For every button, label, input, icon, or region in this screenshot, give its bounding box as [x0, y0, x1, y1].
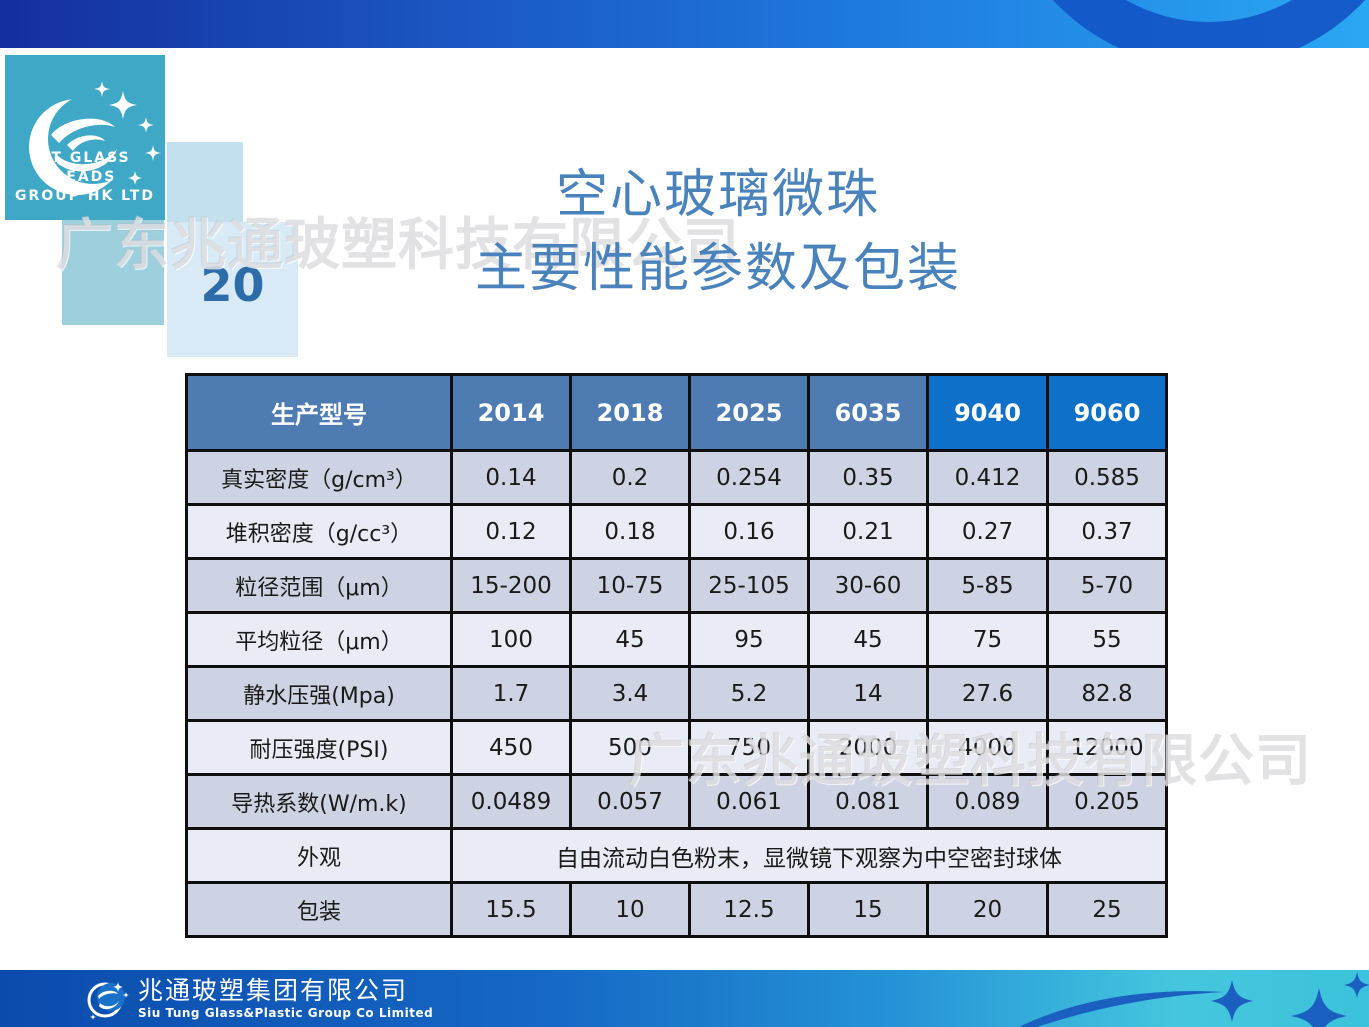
table-cell: 2000: [807, 719, 929, 776]
table-cell: 45: [807, 611, 929, 668]
table-row: 粒径范围（μm） 15-200 10-75 25-105 30-60 5-85 …: [185, 557, 1168, 614]
table-cell: 25-105: [688, 557, 810, 614]
table-header-row: 生产型号 2014 2018 2025 6035 9040 9060: [185, 373, 1168, 452]
table-cell: 27.6: [926, 665, 1049, 722]
table-cell: 30-60: [807, 557, 929, 614]
table-cell: 5-70: [1046, 557, 1168, 614]
table-cell: 750: [688, 719, 810, 776]
table-cell: 5-85: [926, 557, 1049, 614]
footer-logo-icon: [87, 982, 129, 1020]
header-model-6035: 6035: [807, 373, 929, 452]
row-label: 堆积密度（g/cc³）: [185, 503, 453, 560]
logo-text: ST GLASS BEADS GROUP HK LTD: [5, 149, 165, 206]
table-row: 耐压强度(PSI) 450 500 750 2000 4000 12000: [185, 719, 1168, 776]
logo-text-line1: ST GLASS BEADS: [39, 150, 131, 185]
table-cell: 500: [569, 719, 691, 776]
table-cell: 0.16: [688, 503, 810, 560]
table-cell: 0.254: [688, 449, 810, 506]
swoosh-icon: [1053, 0, 1365, 48]
footer-banner: 兆通玻塑集团有限公司 Siu Tung Glass&Plastic Group …: [0, 970, 1369, 1027]
decor-square-teal: [62, 220, 164, 325]
table-cell: 0.37: [1046, 503, 1168, 560]
header-model-2018: 2018: [569, 373, 691, 452]
footer-company-en: Siu Tung Glass&Plastic Group Co Limited: [138, 1006, 434, 1020]
table-row: 平均粒径（μm） 100 45 95 45 75 55: [185, 611, 1168, 668]
table-row: 静水压强(Mpa) 1.7 3.4 5.2 14 27.6 82.8: [185, 665, 1168, 722]
table-cell: 0.12: [450, 503, 572, 560]
table-cell: 15-200: [450, 557, 572, 614]
table-row: 真实密度（g/cm³） 0.14 0.2 0.254 0.35 0.412 0.…: [185, 449, 1168, 506]
table-cell: 45: [569, 611, 691, 668]
table-cell: 5.2: [688, 665, 810, 722]
table-cell: 0.21: [807, 503, 929, 560]
slide-title: 空心玻璃微珠 主要性能参数及包装: [418, 158, 1018, 306]
row-label: 导热系数(W/m.k): [185, 773, 453, 830]
row-label: 粒径范围（μm）: [185, 557, 453, 614]
row-label: 真实密度（g/cm³）: [185, 449, 453, 506]
table-cell: 10-75: [569, 557, 691, 614]
table-row: 包装 15.5 10 12.5 15 20 25: [185, 881, 1168, 938]
table-cell: 3.4: [569, 665, 691, 722]
table-cell: 0.081: [807, 773, 929, 830]
decor-square-pale-large: [167, 222, 298, 357]
table-cell: 20: [926, 881, 1049, 938]
table-cell: 0.089: [926, 773, 1049, 830]
header-model-2025: 2025: [688, 373, 810, 452]
table-cell: 55: [1046, 611, 1168, 668]
table-cell: 450: [450, 719, 572, 776]
table-row: 导热系数(W/m.k) 0.0489 0.057 0.061 0.081 0.0…: [185, 773, 1168, 830]
table-cell: 15: [807, 881, 929, 938]
table-cell: 0.205: [1046, 773, 1168, 830]
table-cell: 0.35: [807, 449, 929, 506]
table-cell: 12000: [1046, 719, 1168, 776]
header-model-2014: 2014: [450, 373, 572, 452]
row-label: 包装: [185, 881, 453, 938]
table-cell: 25: [1046, 881, 1168, 938]
table-cell: 0.061: [688, 773, 810, 830]
table-cell: 14: [807, 665, 929, 722]
table-cell: 95: [688, 611, 810, 668]
slide-title-line1: 空心玻璃微珠: [555, 165, 880, 225]
table-row: 外观 自由流动白色粉末，显微镜下观察为中空密封球体: [185, 827, 1168, 884]
table-cell: 1.7: [450, 665, 572, 722]
header-model-9040: 9040: [926, 373, 1049, 452]
sparkles-icon: [1019, 972, 1369, 1027]
slide-title-line2: 主要性能参数及包装: [474, 239, 961, 299]
spec-table: 生产型号 2014 2018 2025 6035 9040 9060 真实密度（…: [185, 373, 1168, 938]
table-cell: 75: [926, 611, 1049, 668]
row-label: 外观: [185, 827, 453, 884]
table-cell: 0.27: [926, 503, 1049, 560]
row-label: 平均粒径（μm）: [185, 611, 453, 668]
table-cell: 0.585: [1046, 449, 1168, 506]
footer-company-cn: 兆通玻塑集团有限公司: [138, 976, 409, 1005]
table-cell: 0.2: [569, 449, 691, 506]
table-cell: 0.0489: [450, 773, 572, 830]
table-cell: 0.14: [450, 449, 572, 506]
appearance-description-cell: 自由流动白色粉末，显微镜下观察为中空密封球体: [450, 827, 1168, 884]
table-row: 堆积密度（g/cc³） 0.12 0.18 0.16 0.21 0.27 0.3…: [185, 503, 1168, 560]
table-cell: 15.5: [450, 881, 572, 938]
row-label: 静水压强(Mpa): [185, 665, 453, 722]
logo-text-line2: GROUP HK LTD: [15, 188, 155, 204]
header-model-9060: 9060: [1046, 373, 1168, 452]
page-number: 20: [200, 258, 265, 312]
table-cell: 0.412: [926, 449, 1049, 506]
company-logo: ST GLASS BEADS GROUP HK LTD: [5, 55, 165, 220]
footer-company-name: 兆通玻塑集团有限公司 Siu Tung Glass&Plastic Group …: [138, 977, 433, 1021]
table-cell: 82.8: [1046, 665, 1168, 722]
table-cell: 4000: [926, 719, 1049, 776]
table-cell: 0.057: [569, 773, 691, 830]
crescent-swirl-logo-icon: [29, 81, 161, 195]
table-cell: 100: [450, 611, 572, 668]
row-label: 耐压强度(PSI): [185, 719, 453, 776]
table-cell: 10: [569, 881, 691, 938]
header-product-model: 生产型号: [185, 373, 453, 452]
table-cell: 12.5: [688, 881, 810, 938]
table-cell: 0.18: [569, 503, 691, 560]
top-banner: [0, 0, 1369, 48]
